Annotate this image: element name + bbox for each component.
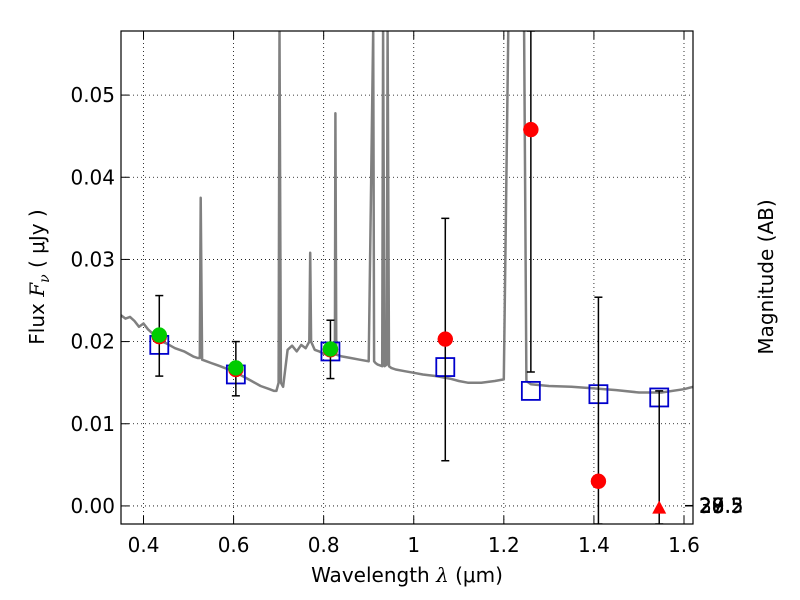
x-tick-label: 1 [407,533,420,557]
observed-flux-point [590,473,607,490]
x-tick-label: 1.6 [668,533,700,557]
x-tick-label: 1.4 [578,533,610,557]
y2-tick-label: 29 [699,494,724,518]
y-axis-label: Flux Fν ( μJy ) [25,209,53,344]
axis-ticks: 0.4 0.6 0.8 1 1.2 1.4 1.6 0.00 0.01 0.02 0.03 0.04 0… [70,31,744,557]
y2-tick-label: 27.5 [699,494,744,518]
x-tick-label: 0.6 [218,533,250,557]
x-axis-label-text: Wavelength [311,563,430,587]
y-tick-label: 0.03 [70,247,115,271]
plot-area [121,31,693,524]
y-tick-label: 0.02 [70,330,115,354]
y2-tick-label: 28.5 [699,494,744,518]
x-axis-label: Wavelength λ (μm) [311,563,503,587]
y-tick-label: 0.01 [70,412,115,436]
observed-flux-point [437,331,454,347]
y-axis-label-symbol: F [25,282,49,298]
detection-point [322,341,339,357]
y-tick-label: 0.00 [70,494,115,518]
y2-tick-label: 27 [699,493,724,517]
detection-point [228,360,244,376]
y-tick-label: 0.04 [70,165,115,189]
y2-tick-label: 28 [699,494,724,518]
x-axis-label-symbol: λ [435,563,449,587]
upper-limit-triangle [652,500,667,514]
y2-tick-label: 30 [699,494,724,518]
x-tick-label: 0.4 [128,533,160,557]
x-axis-label-unit: (μm) [455,563,503,587]
model-flux-square [520,380,541,401]
y2-tick-label: 27.2 [699,494,744,518]
y-axis-label-unit: ( μJy ) [25,209,49,268]
x-tick-label: 1.2 [488,533,520,557]
x-tick-label: 0.8 [308,533,340,557]
y2-axis-label: Magnitude (AB) [754,199,778,354]
plot-frame [120,30,694,525]
y-tick-label: 0.05 [70,83,115,107]
detection-point [151,327,168,343]
observed-flux-point [523,121,539,138]
y-axis-label-text: Flux [25,303,49,345]
y-axis-label-subscript: ν [37,274,53,283]
grid-lines [121,31,693,524]
